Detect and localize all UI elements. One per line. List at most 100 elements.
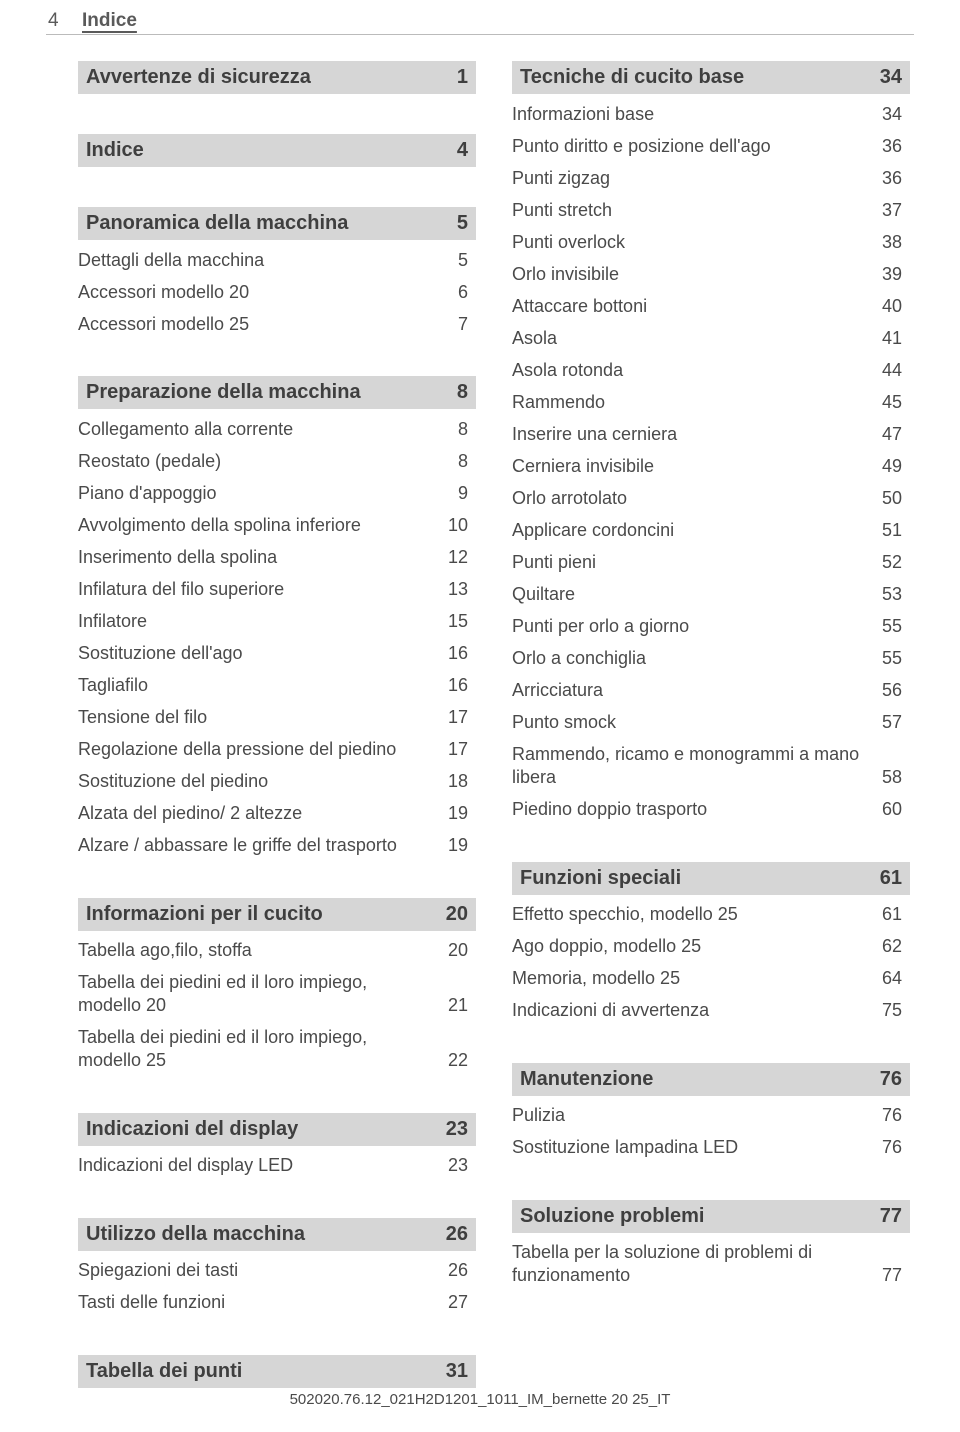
toc-entry-label: Piano d'appoggio <box>78 482 458 505</box>
page-footer: 502020.76.12_021H2D1201_1011_IM_bernette… <box>0 1391 960 1408</box>
toc-page-number: 38 <box>882 231 902 254</box>
toc-entry: Piedino doppio trasporto60 <box>512 794 910 826</box>
toc-entry: Memoria, modello 2564 <box>512 963 910 995</box>
toc-entry-label: Indicazioni di avvertenza <box>512 999 882 1022</box>
toc-section-title: Funzioni speciali <box>520 867 681 890</box>
toc-entry-label: Reostato (pedale) <box>78 450 458 473</box>
toc-page-number: 45 <box>882 391 902 414</box>
toc-entry-label: Sostituzione dell'ago <box>78 642 448 665</box>
toc-page-number: 8 <box>458 418 468 441</box>
toc-section-head: Tabella dei punti31 <box>78 1355 476 1388</box>
toc-page-number: 31 <box>446 1360 468 1383</box>
toc-entry-label: Tagliafilo <box>78 674 448 697</box>
toc-entry: Orlo a conchiglia55 <box>512 643 910 675</box>
toc-page-number: 7 <box>458 313 468 336</box>
toc-page-number: 13 <box>448 578 468 601</box>
toc-page-number: 23 <box>446 1118 468 1141</box>
toc-section-title: Panoramica della macchina <box>86 212 348 235</box>
toc-entry-label: Spiegazioni dei tasti <box>78 1259 448 1282</box>
toc-page-number: 50 <box>882 487 902 510</box>
toc-page-number: 55 <box>882 615 902 638</box>
spacer <box>78 1182 476 1200</box>
spacer <box>512 1027 910 1045</box>
toc-entry: Accessori modello 257 <box>78 308 476 340</box>
spacer <box>512 1164 910 1182</box>
toc-section-head: Indicazioni del display23 <box>78 1113 476 1146</box>
toc-entry: Rammendo, ricamo e monogrammi a mano lib… <box>512 739 910 794</box>
toc-section-head: Panoramica della macchina5 <box>78 207 476 240</box>
toc-page-number: 16 <box>448 674 468 697</box>
toc-entry-label: Tasti delle funzioni <box>78 1291 448 1314</box>
toc-page-number: 36 <box>882 135 902 158</box>
toc-entry-label: Collegamento alla corrente <box>78 418 458 441</box>
spacer <box>78 1319 476 1337</box>
toc-page-number: 55 <box>882 647 902 670</box>
toc-entry-label: Punto smock <box>512 711 882 734</box>
toc-page-number: 1 <box>457 66 468 89</box>
toc-entry: Quiltare53 <box>512 578 910 610</box>
toc-entry-label: Avvolgimento della spolina inferiore <box>78 514 448 537</box>
page-header: 4 Indice <box>48 10 912 32</box>
toc-page-number: 77 <box>880 1205 902 1228</box>
toc-entry-label: Infilatore <box>78 610 448 633</box>
spacer <box>78 1077 476 1095</box>
toc-entry: Sostituzione dell'ago16 <box>78 637 476 669</box>
toc-page-number: 40 <box>882 295 902 318</box>
toc-entry: Pulizia76 <box>512 1100 910 1132</box>
toc-page-number: 41 <box>882 327 902 350</box>
toc-entry: Applicare cordoncini51 <box>512 514 910 546</box>
toc-page-number: 12 <box>448 546 468 569</box>
toc-column-right: Tecniche di cucito base34Informazioni ba… <box>512 61 910 1392</box>
toc-entry: Orlo invisibile39 <box>512 258 910 290</box>
toc-page-number: 47 <box>882 423 902 446</box>
toc-page-number: 8 <box>458 450 468 473</box>
toc-section-title: Tecniche di cucito base <box>520 66 744 89</box>
toc-section-head: Tecniche di cucito base34 <box>512 61 910 94</box>
toc-entry: Punti pieni52 <box>512 546 910 578</box>
toc-section-head: Soluzione problemi 77 <box>512 1200 910 1233</box>
toc-entry: Accessori modello 206 <box>78 276 476 308</box>
toc-page-number: 77 <box>882 1264 902 1287</box>
toc-page-number: 39 <box>882 263 902 286</box>
toc-entry-label: Memoria, modello 25 <box>512 967 882 990</box>
toc-page-number: 26 <box>446 1223 468 1246</box>
toc-entry: Cerniera invisibile49 <box>512 450 910 482</box>
toc-entry-label: Tensione del filo <box>78 706 448 729</box>
toc-page-number: 17 <box>448 738 468 761</box>
toc-page-number: 10 <box>448 514 468 537</box>
toc-page: 4 Indice Avvertenze di sicurezza 1 Indice4… <box>0 0 960 1432</box>
toc-section-head: Indice4 <box>78 134 476 167</box>
toc-page-number: 61 <box>880 867 902 890</box>
toc-entry: Tabella ago,filo, stoffa20 <box>78 935 476 967</box>
toc-page-number: 20 <box>446 903 468 926</box>
toc-section-title: Avvertenze di sicurezza <box>86 66 311 89</box>
toc-page-number: 61 <box>882 903 902 926</box>
toc-page-number: 44 <box>882 359 902 382</box>
toc-entry: Infilatura del filo superiore13 <box>78 573 476 605</box>
toc-page-number: 22 <box>448 1049 468 1072</box>
toc-section-title: Preparazione della macchina <box>86 381 361 404</box>
toc-entry-label: Sostituzione del piedino <box>78 770 448 793</box>
toc-page-number: 34 <box>882 103 902 126</box>
toc-entry-label: Inserimento della spolina <box>78 546 448 569</box>
toc-page-number: 52 <box>882 551 902 574</box>
toc-entry: Attaccare bottoni40 <box>512 290 910 322</box>
toc-column-left: Avvertenze di sicurezza 1 Indice4 Panoramic… <box>78 61 476 1392</box>
toc-entry: Tasti delle funzioni27 <box>78 1287 476 1319</box>
header-rule <box>46 34 914 35</box>
toc-page-number: 62 <box>882 935 902 958</box>
toc-entry-label: Asola <box>512 327 882 350</box>
toc-entry: Reostato (pedale)8 <box>78 445 476 477</box>
toc-entry-label: Informazioni base <box>512 103 882 126</box>
toc-page-number: 19 <box>448 802 468 825</box>
toc-page-number: 76 <box>882 1136 902 1159</box>
toc-entry-label: Alzare / abbassare le griffe del traspor… <box>78 834 448 857</box>
toc-entry-label: Tabella ago,filo, stoffa <box>78 939 448 962</box>
toc-page-number: 76 <box>880 1068 902 1091</box>
toc-section-title: Soluzione problemi <box>520 1205 704 1228</box>
toc-entry: Tabella per la soluzione di problemi di … <box>512 1237 910 1292</box>
toc-entry: Spiegazioni dei tasti26 <box>78 1255 476 1287</box>
toc-columns: Avvertenze di sicurezza 1 Indice4 Panoramic… <box>48 61 912 1392</box>
toc-entry: Inserimento della spolina12 <box>78 541 476 573</box>
toc-entry: Tagliafilo16 <box>78 669 476 701</box>
